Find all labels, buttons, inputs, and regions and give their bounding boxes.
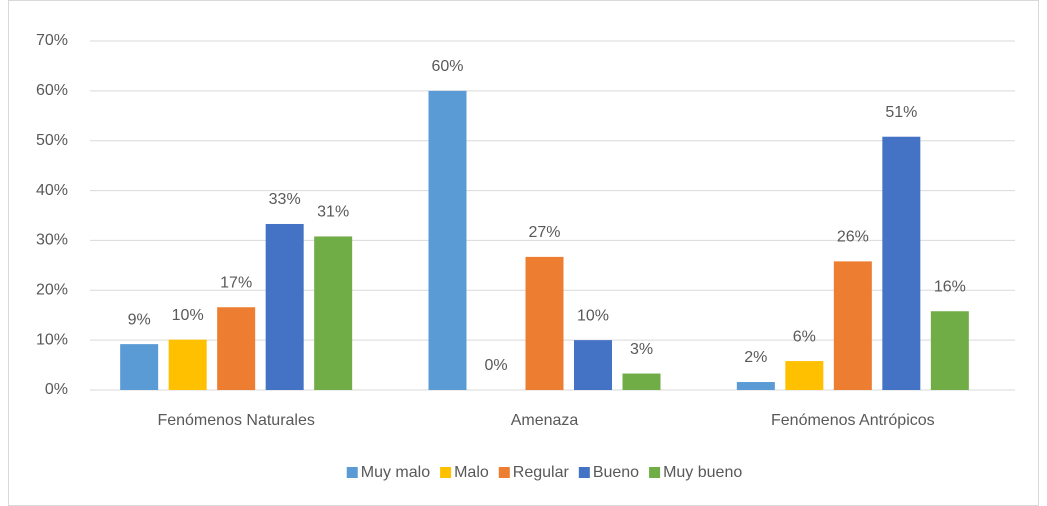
data-label: 26%	[837, 229, 869, 246]
y-tick-label: 0%	[45, 381, 68, 398]
legend-swatch	[649, 467, 661, 478]
legend-swatch	[578, 467, 590, 478]
bar	[785, 361, 824, 390]
legend-label: Bueno	[593, 464, 639, 481]
data-label: 60%	[431, 58, 463, 75]
y-tick-label: 30%	[36, 232, 68, 249]
y-tick-label: 70%	[36, 32, 68, 49]
data-label: 2%	[744, 349, 767, 366]
bar	[736, 382, 775, 390]
bar	[168, 339, 207, 390]
data-label: 16%	[934, 278, 966, 295]
data-label: 6%	[793, 328, 816, 345]
data-label: 31%	[317, 204, 349, 221]
bar	[622, 373, 661, 390]
bar	[265, 223, 304, 390]
data-label: 17%	[220, 274, 252, 291]
data-label: 33%	[269, 191, 301, 208]
bar	[930, 311, 969, 390]
data-label: 9%	[128, 311, 151, 328]
bar	[833, 261, 872, 390]
data-label: 3%	[630, 341, 653, 358]
y-tick-label: 40%	[36, 182, 68, 199]
x-tick-label: Amenaza	[511, 412, 579, 429]
data-label: 10%	[577, 307, 609, 324]
bar	[574, 340, 612, 390]
data-label: 27%	[528, 224, 560, 241]
data-label: 0%	[484, 357, 507, 374]
bar	[217, 307, 256, 390]
bar	[120, 344, 159, 390]
x-tick-label: Fenómenos Naturales	[157, 412, 314, 429]
x-tick-label: Fenómenos Antrópicos	[771, 412, 935, 429]
y-tick-label: 10%	[36, 331, 68, 348]
legend-label: Regular	[513, 464, 570, 481]
chart-border	[8, 0, 1039, 506]
legend-label: Muy bueno	[663, 464, 742, 481]
bar	[882, 136, 921, 390]
legend-label: Malo	[454, 464, 489, 481]
bar	[525, 256, 564, 390]
bar	[428, 90, 467, 390]
legend-swatch	[440, 467, 452, 478]
data-label: 51%	[885, 104, 917, 121]
y-tick-label: 50%	[36, 132, 68, 149]
legend-swatch	[346, 467, 358, 478]
y-tick-label: 60%	[36, 82, 68, 99]
legend-label: Muy malo	[361, 464, 430, 481]
bar	[314, 236, 353, 390]
data-label: 10%	[172, 307, 204, 324]
legend-swatch	[498, 467, 510, 478]
y-tick-label: 20%	[36, 282, 68, 299]
